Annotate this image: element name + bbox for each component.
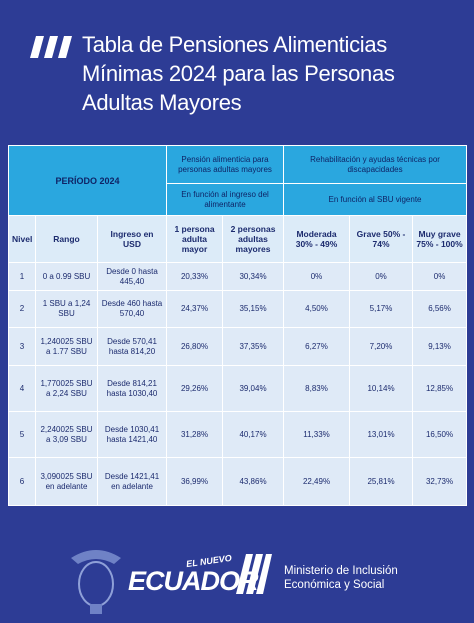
- table-cell: 0%: [349, 262, 414, 291]
- table-cell: 37,35%: [222, 327, 285, 366]
- table-cell: 26,80%: [166, 327, 224, 366]
- table-cell: 0%: [412, 262, 468, 291]
- emblem: [71, 550, 121, 614]
- ministry-line: Ministerio de Inclusión: [284, 565, 398, 577]
- table-cell: 31,28%: [166, 411, 224, 458]
- table-cell: 40,17%: [222, 411, 285, 458]
- column-header: Ingreso en USD: [96, 215, 168, 263]
- table-cell: 39,04%: [222, 365, 285, 412]
- title-line: Tabla de Pensiones Alimenticias: [82, 32, 387, 57]
- table-cell: 32,73%: [412, 457, 468, 506]
- table-cell: Desde 0 hasta 445,40: [96, 262, 168, 291]
- table-cell: 13,01%: [349, 411, 414, 458]
- table-cell: 35,15%: [222, 290, 285, 328]
- table-cell: Desde 814,21 hasta 1030,40: [96, 365, 168, 412]
- group-subheader: En función al SBU vigente: [283, 183, 468, 216]
- slashes-icon: [30, 36, 72, 58]
- table-cell: Desde 1030,41 hasta 1421,40: [96, 411, 168, 458]
- table-row: 5 2,240025 SBU a 3,09 SBU Desde 1030,41 ha…: [8, 411, 468, 458]
- table-cell: 7,20%: [349, 327, 414, 366]
- table-cell: 25,81%: [349, 457, 414, 506]
- column-header: Moderada 30% - 49%: [283, 215, 351, 263]
- footer: EL NUEVO ECUADOR Ministerio de Inclusión…: [0, 540, 474, 620]
- table-cell: 4,50%: [283, 290, 351, 328]
- table-cell: 0%: [283, 262, 351, 291]
- column-header: 2 personas adultas mayores: [222, 215, 285, 263]
- period: PERÍODO 2024: [7, 145, 168, 216]
- table-cell: 2,240025 SBU a 3,09 SBU: [35, 411, 98, 458]
- table-cell: 12,85%: [412, 365, 468, 412]
- table-cell: 0 a 0.99 SBU: [35, 262, 98, 291]
- table-cell: 2: [8, 290, 36, 328]
- table-cell: 1 SBU a 1,24 SBU: [35, 290, 98, 328]
- table-cell: 6: [8, 457, 36, 506]
- table-cell: 22,49%: [283, 457, 351, 506]
- group-header: Rehabilitación y ayudas técnicas por dis…: [283, 145, 468, 184]
- pension-table: PERÍODO 2024 Pensión alimenticia para pe…: [7, 145, 468, 506]
- table-row: 3 1,240025 SBU a 1.77 SBU Desde 570,41 has…: [8, 327, 468, 366]
- column-header: Grave 50% - 74%: [349, 215, 414, 263]
- column-header: Nivel: [8, 215, 36, 263]
- table-cell: 3: [8, 327, 36, 366]
- table-cell: 6,56%: [412, 290, 468, 328]
- group-subheader: En función al ingreso del alimentante: [166, 183, 285, 216]
- table-cell: 5: [8, 411, 36, 458]
- group-header: Pensión alimenticia para personas adulta…: [166, 145, 285, 184]
- table-cell: 5,17%: [349, 290, 414, 328]
- table-cell: 20,33%: [166, 262, 224, 291]
- table-cell: 11,33%: [283, 411, 351, 458]
- table-row: 4 1,770025 SBU a 2,24 SBU Desde 814,21 has…: [8, 365, 468, 412]
- logo-slashes: [236, 554, 272, 594]
- column-header: Rango: [35, 215, 98, 263]
- table-cell: 6,27%: [283, 327, 351, 366]
- table-cell: 3,090025 SBU en adelante: [35, 457, 98, 506]
- table-cell: 30,34%: [222, 262, 285, 291]
- table-cell: 4: [8, 365, 36, 412]
- table-cell: Desde 460 hasta 570,40: [96, 290, 168, 328]
- table-row: 6 3,090025 SBU en adelante Desde 1421,41 e…: [8, 457, 468, 506]
- table-cell: 10,14%: [349, 365, 414, 412]
- table-cell: Desde 1421,41 en adelante: [96, 457, 168, 506]
- table-cell: 16,50%: [412, 411, 468, 458]
- table-cell: 36,99%: [166, 457, 224, 506]
- table-cell: 43,86%: [222, 457, 285, 506]
- title: Tabla de Pensiones Alimenticias Mínimas …: [82, 30, 395, 117]
- table-cell: 1,240025 SBU a 1.77 SBU: [35, 327, 98, 366]
- ministry-line: Económica y Social: [284, 579, 385, 591]
- table-cell: 29,26%: [166, 365, 224, 412]
- ministry: Ministerio de Inclusión Económica y Soci…: [284, 564, 398, 592]
- title-line: Mínimas 2024 para las Personas: [82, 61, 395, 86]
- table-cell: 9,13%: [412, 327, 468, 366]
- column-header: 1 persona adulta mayor: [166, 215, 224, 263]
- table-cell: 8,83%: [283, 365, 351, 412]
- table-cell: 1: [8, 262, 36, 291]
- table-cell: 24,37%: [166, 290, 224, 328]
- column-header: Muy grave 75% - 100%: [412, 215, 468, 263]
- table-cell: 1,770025 SBU a 2,24 SBU: [35, 365, 98, 412]
- table-cell: Desde 570,41 hasta 814,20: [96, 327, 168, 366]
- title-line: Adultas Mayores: [82, 90, 242, 115]
